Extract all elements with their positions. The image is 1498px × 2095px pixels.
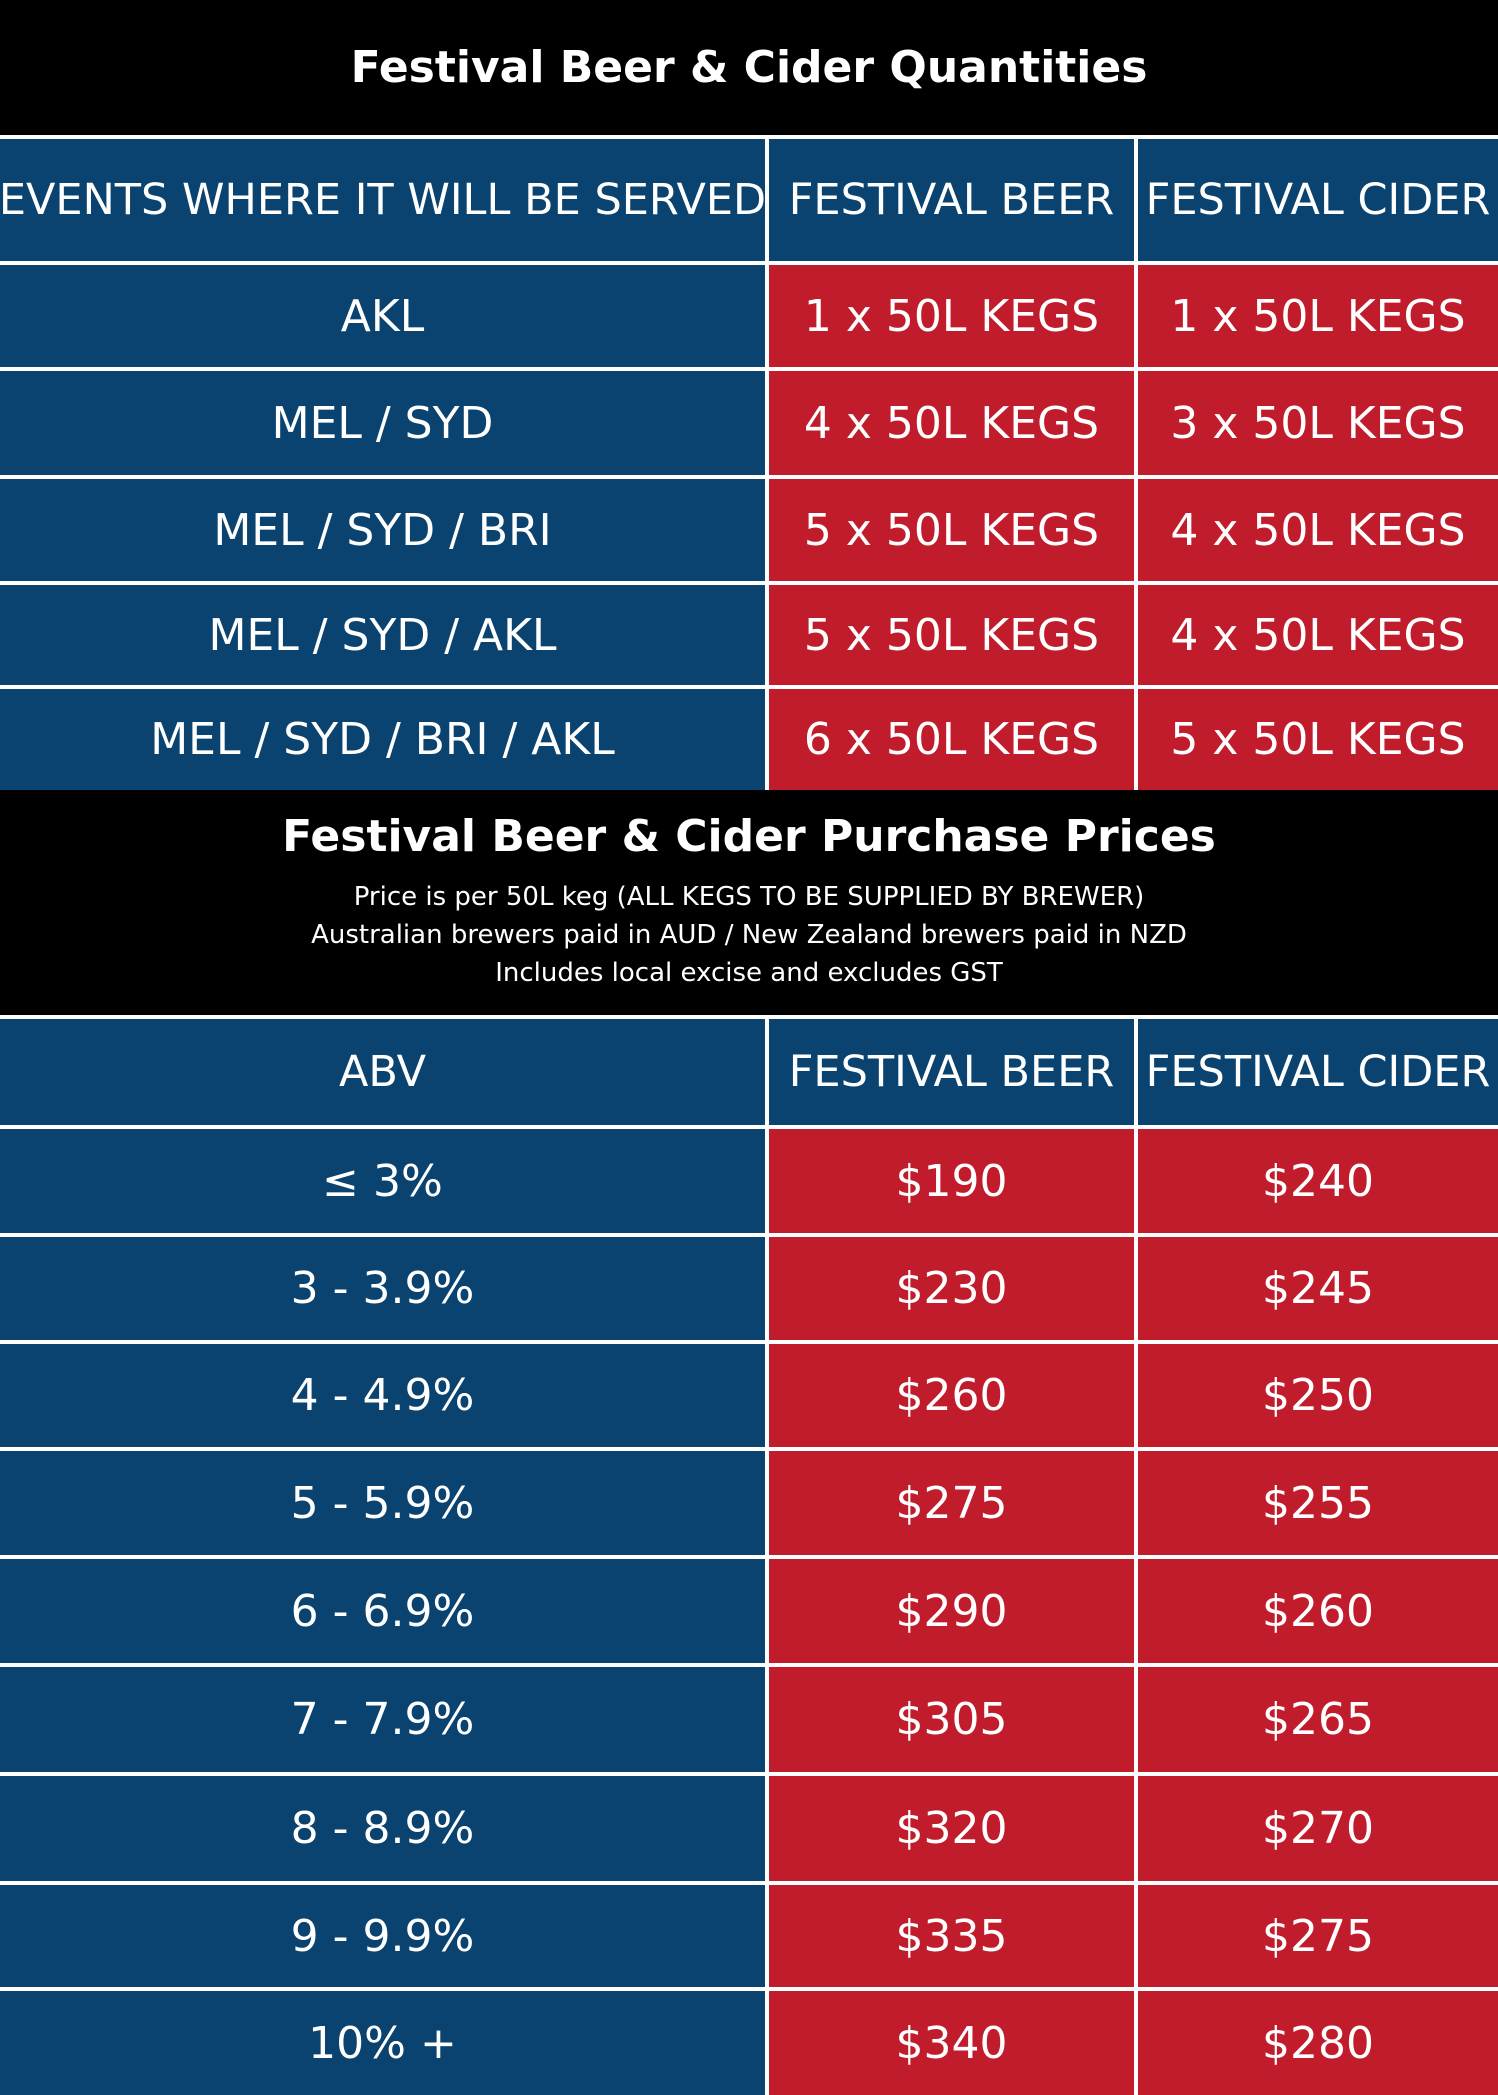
table-row: 8 - 8.9% $320 $270: [0, 1776, 1498, 1881]
prices-header-row: ABV FESTIVAL BEER FESTIVAL CIDER: [0, 1019, 1498, 1125]
beer-quantity-cell: 4 x 50L KEGS: [769, 371, 1134, 475]
cider-quantity-cell: 3 x 50L KEGS: [1138, 371, 1498, 475]
currency-note: Australian brewers paid in AUD / New Zea…: [311, 920, 1187, 950]
header-events: EVENTS WHERE IT WILL BE SERVED: [0, 139, 766, 261]
cider-price-cell: $275: [1138, 1885, 1498, 1987]
beer-price-cell: $190: [769, 1129, 1134, 1233]
table-row: 4 - 4.9% $260 $250: [0, 1344, 1498, 1447]
quantities-title-band: Festival Beer & Cider Quantities: [0, 0, 1498, 135]
abv-cell: 9 - 9.9%: [0, 1885, 765, 1987]
header-festival-beer: FESTIVAL BEER: [769, 139, 1134, 261]
events-cell: AKL: [0, 265, 765, 367]
table-row: MEL / SYD / BRI / AKL 6 x 50L KEGS 5 x 5…: [0, 689, 1498, 790]
beer-price-cell: $230: [769, 1237, 1134, 1340]
abv-cell: 6 - 6.9%: [0, 1559, 765, 1663]
cider-price-cell: $250: [1138, 1344, 1498, 1447]
beer-price-cell: $290: [769, 1559, 1134, 1663]
table-row: 10% + $340 $280: [0, 1991, 1498, 2095]
table-row: ≤ 3% $190 $240: [0, 1129, 1498, 1233]
excise-note: Includes local excise and excludes GST: [495, 958, 1003, 988]
beer-price-cell: $320: [769, 1776, 1134, 1881]
table-row: MEL / SYD / AKL 5 x 50L KEGS 4 x 50L KEG…: [0, 585, 1498, 685]
abv-cell: 4 - 4.9%: [0, 1344, 765, 1447]
beer-price-cell: $260: [769, 1344, 1134, 1447]
events-cell: MEL / SYD: [0, 371, 765, 475]
header-abv: ABV: [0, 1019, 765, 1125]
table-row: 3 - 3.9% $230 $245: [0, 1237, 1498, 1340]
prices-title: Festival Beer & Cider Purchase Prices: [282, 811, 1216, 862]
header-festival-beer: FESTIVAL BEER: [769, 1019, 1134, 1125]
table-row: 9 - 9.9% $335 $275: [0, 1885, 1498, 1987]
quantities-header-row: EVENTS WHERE IT WILL BE SERVED FESTIVAL …: [0, 139, 1498, 261]
cider-quantity-cell: 4 x 50L KEGS: [1138, 585, 1498, 685]
events-cell: MEL / SYD / BRI / AKL: [0, 689, 765, 790]
beer-quantity-cell: 5 x 50L KEGS: [769, 585, 1134, 685]
beer-quantity-cell: 5 x 50L KEGS: [769, 479, 1134, 581]
abv-cell: ≤ 3%: [0, 1129, 765, 1233]
quantities-title: Festival Beer & Cider Quantities: [350, 42, 1148, 93]
beer-quantity-cell: 1 x 50L KEGS: [769, 265, 1134, 367]
cider-price-cell: $240: [1138, 1129, 1498, 1233]
price-note: Price is per 50L keg (ALL KEGS TO BE SUP…: [353, 882, 1145, 912]
beer-quantity-cell: 6 x 50L KEGS: [769, 689, 1134, 790]
cider-price-cell: $270: [1138, 1776, 1498, 1881]
table-row: 7 - 7.9% $305 $265: [0, 1667, 1498, 1772]
events-cell: MEL / SYD / AKL: [0, 585, 765, 685]
table-row: AKL 1 x 50L KEGS 1 x 50L KEGS: [0, 265, 1498, 367]
cider-price-cell: $265: [1138, 1667, 1498, 1772]
cider-quantity-cell: 5 x 50L KEGS: [1138, 689, 1498, 790]
cider-quantity-cell: 1 x 50L KEGS: [1138, 265, 1498, 367]
cider-quantity-cell: 4 x 50L KEGS: [1138, 479, 1498, 581]
events-cell: MEL / SYD / BRI: [0, 479, 765, 581]
beer-price-cell: $305: [769, 1667, 1134, 1772]
cider-price-cell: $260: [1138, 1559, 1498, 1663]
cider-price-cell: $280: [1138, 1991, 1498, 2095]
abv-cell: 5 - 5.9%: [0, 1451, 765, 1555]
cider-price-cell: $255: [1138, 1451, 1498, 1555]
abv-cell: 7 - 7.9%: [0, 1667, 765, 1772]
abv-cell: 8 - 8.9%: [0, 1776, 765, 1881]
table-row: 6 - 6.9% $290 $260: [0, 1559, 1498, 1663]
header-festival-cider: FESTIVAL CIDER: [1138, 139, 1498, 261]
header-festival-cider: FESTIVAL CIDER: [1138, 1019, 1498, 1125]
table-row: 5 - 5.9% $275 $255: [0, 1451, 1498, 1555]
beer-price-cell: $275: [769, 1451, 1134, 1555]
cider-price-cell: $245: [1138, 1237, 1498, 1340]
abv-cell: 3 - 3.9%: [0, 1237, 765, 1340]
prices-title-band: Festival Beer & Cider Purchase Prices Pr…: [0, 790, 1498, 1015]
beer-price-cell: $340: [769, 1991, 1134, 2095]
beer-price-cell: $335: [769, 1885, 1134, 1987]
table-row: MEL / SYD 4 x 50L KEGS 3 x 50L KEGS: [0, 371, 1498, 475]
table-row: MEL / SYD / BRI 5 x 50L KEGS 4 x 50L KEG…: [0, 479, 1498, 581]
abv-cell: 10% +: [0, 1991, 765, 2095]
